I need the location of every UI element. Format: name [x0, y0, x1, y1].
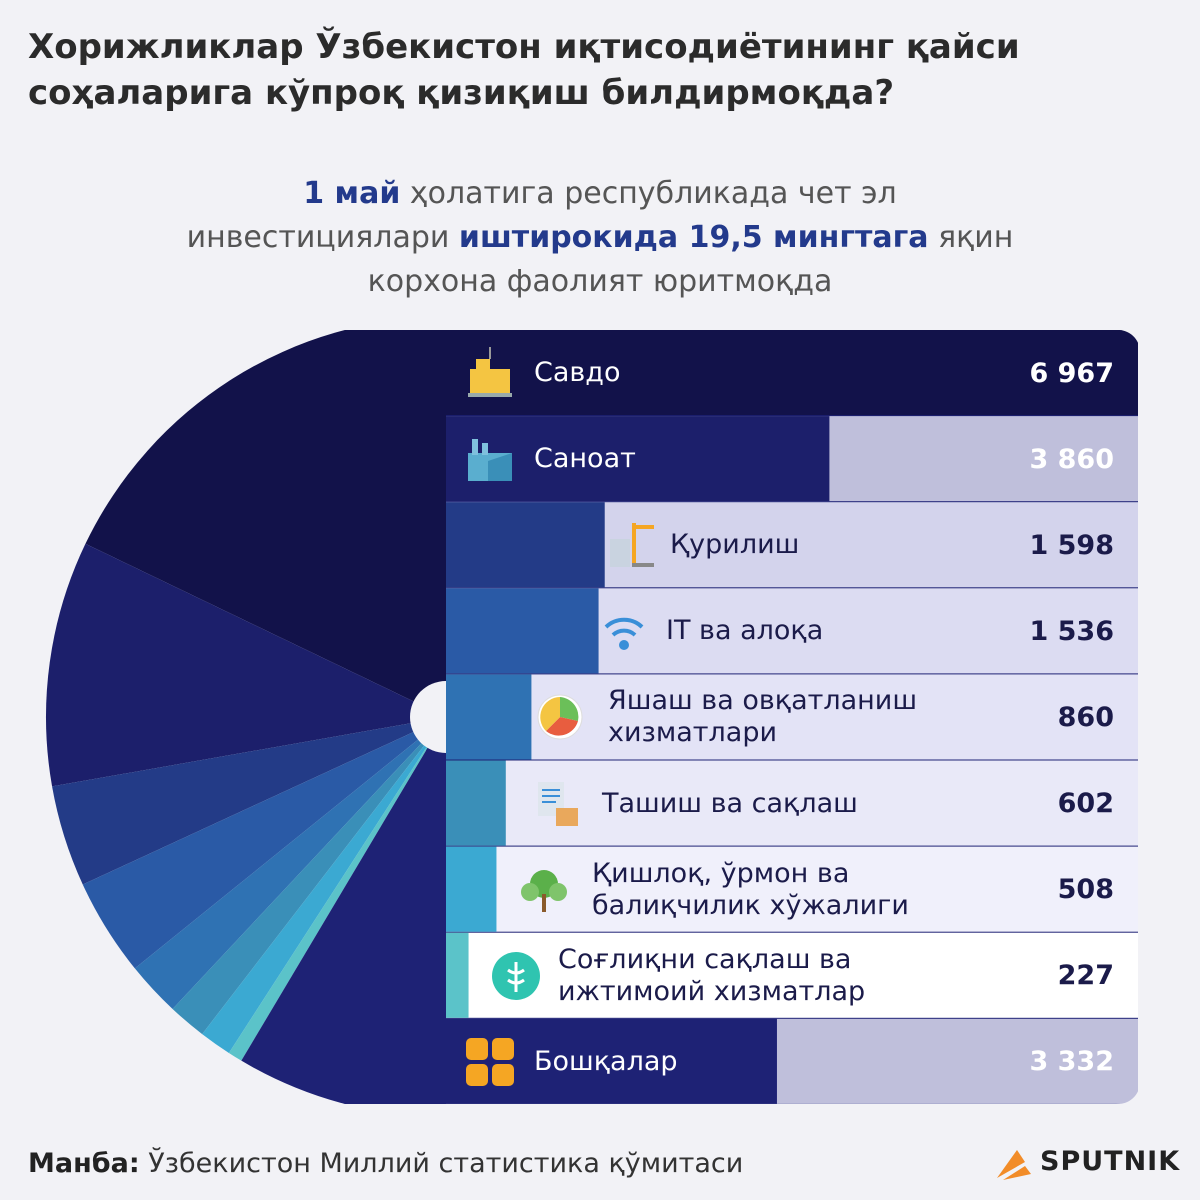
pie-slice	[45, 543, 446, 787]
sputnik-logo-icon	[997, 1150, 1031, 1180]
brand-name: SPUTNIK	[1040, 1146, 1181, 1177]
source-note: Манба: Ўзбекистон Миллий статистика қўми…	[28, 1148, 743, 1179]
pie-slice	[228, 717, 446, 1061]
bar	[446, 1018, 777, 1104]
data-label: 6 967	[1029, 357, 1114, 389]
data-label: 860	[1057, 701, 1114, 733]
subtitle: 1 май ҳолатига республикада чет эл инвес…	[80, 172, 1120, 304]
source-label: Манба:	[28, 1148, 140, 1179]
data-label: 227	[1057, 960, 1114, 992]
category-label: Ташиш ва сақлаш	[602, 787, 858, 819]
factory-icon	[464, 433, 516, 485]
subtitle-line-3: корхона фаолият юритмоқда	[367, 264, 833, 299]
chart-row: Қурилиш 1 598	[446, 502, 1138, 588]
chart-row: Қишлоқ, ўрмон ва балиқчилик хўжалиги 508	[446, 847, 1138, 933]
subtitle-text-1: ҳолатига республикада чет эл	[400, 176, 897, 211]
category-label: IT ва алоқа	[666, 615, 824, 647]
bar	[446, 932, 469, 1018]
source-text: Ўзбекистон Миллий статистика қўмитаси	[139, 1148, 744, 1179]
trees-icon	[518, 864, 570, 916]
chart-row: Савдо 6 967	[446, 330, 1138, 416]
data-label: 1 598	[1029, 529, 1114, 561]
bar	[446, 502, 605, 588]
chart-row: IT ва алоқа 1 536	[446, 588, 1138, 674]
warehouse-boxes-icon	[464, 347, 516, 399]
bar	[446, 674, 532, 760]
subtitle-line-2: инвестициялари иштирокида 19,5 мингтага …	[80, 216, 1120, 260]
pie-slice	[202, 717, 446, 1053]
subtitle-text-2b: яқин	[928, 220, 1014, 255]
medical-icon	[490, 950, 542, 1002]
pie-slice	[134, 717, 446, 1009]
category-label: Соғлиқни сақлаш ва ижтимоий хизматлар	[558, 943, 866, 1007]
bar	[446, 330, 1138, 416]
chart-row: Бошқалар 3 332	[446, 1019, 1138, 1105]
construction-crane-icon	[604, 519, 656, 571]
pie-slice	[172, 717, 446, 1035]
pie-slice	[82, 717, 446, 969]
pie-slice	[85, 330, 446, 717]
data-label: 3 860	[1029, 443, 1114, 475]
subtitle-count: иштирокида 19,5 мингтага	[458, 220, 929, 255]
food-plate-icon	[534, 691, 586, 743]
chart-row: Ташиш ва сақлаш 602	[446, 761, 1138, 847]
data-label: 602	[1057, 788, 1114, 819]
category-label: Саноат	[534, 443, 636, 475]
wifi-icon	[598, 605, 650, 657]
pie-slice	[52, 717, 446, 885]
document-box-icon	[530, 778, 582, 830]
bar	[446, 846, 497, 932]
subtitle-date: 1 май	[303, 176, 401, 211]
panel-corner	[1116, 329, 1141, 352]
data-label: 3 332	[1029, 1046, 1114, 1078]
category-label: Бошқалар	[534, 1045, 678, 1077]
category-label: Савдо	[534, 357, 621, 388]
pie-slice	[241, 717, 446, 1104]
category-label: Қурилиш	[670, 529, 800, 561]
chart-row: Соғлиқни сақлаш ва ижтимоий хизматлар 227	[446, 933, 1138, 1019]
bar	[446, 588, 599, 674]
data-label: 1 536	[1029, 615, 1114, 647]
bar	[446, 760, 506, 846]
category-label: Яшаш ва овқатланиш хизматлари	[608, 685, 918, 749]
subtitle-line-1: 1 май ҳолатига республикада чет эл	[80, 172, 1120, 216]
grid-icon	[464, 1036, 516, 1088]
chart-row: Яшаш ва овқатланиш хизматлари 860	[446, 674, 1138, 760]
panel-corner	[1116, 1082, 1141, 1105]
category-label: Қишлоқ, ўрмон ва балиқчилик хўжалиги	[592, 857, 909, 921]
data-label: 508	[1057, 874, 1114, 906]
page-title: Хорижликлар Ўзбекистон иқтисодиётининг қ…	[28, 27, 1020, 113]
subtitle-text-2: инвестициялари	[186, 220, 459, 255]
bar-track	[446, 932, 1138, 1018]
chart-row: Саноат 3 860	[446, 416, 1138, 502]
